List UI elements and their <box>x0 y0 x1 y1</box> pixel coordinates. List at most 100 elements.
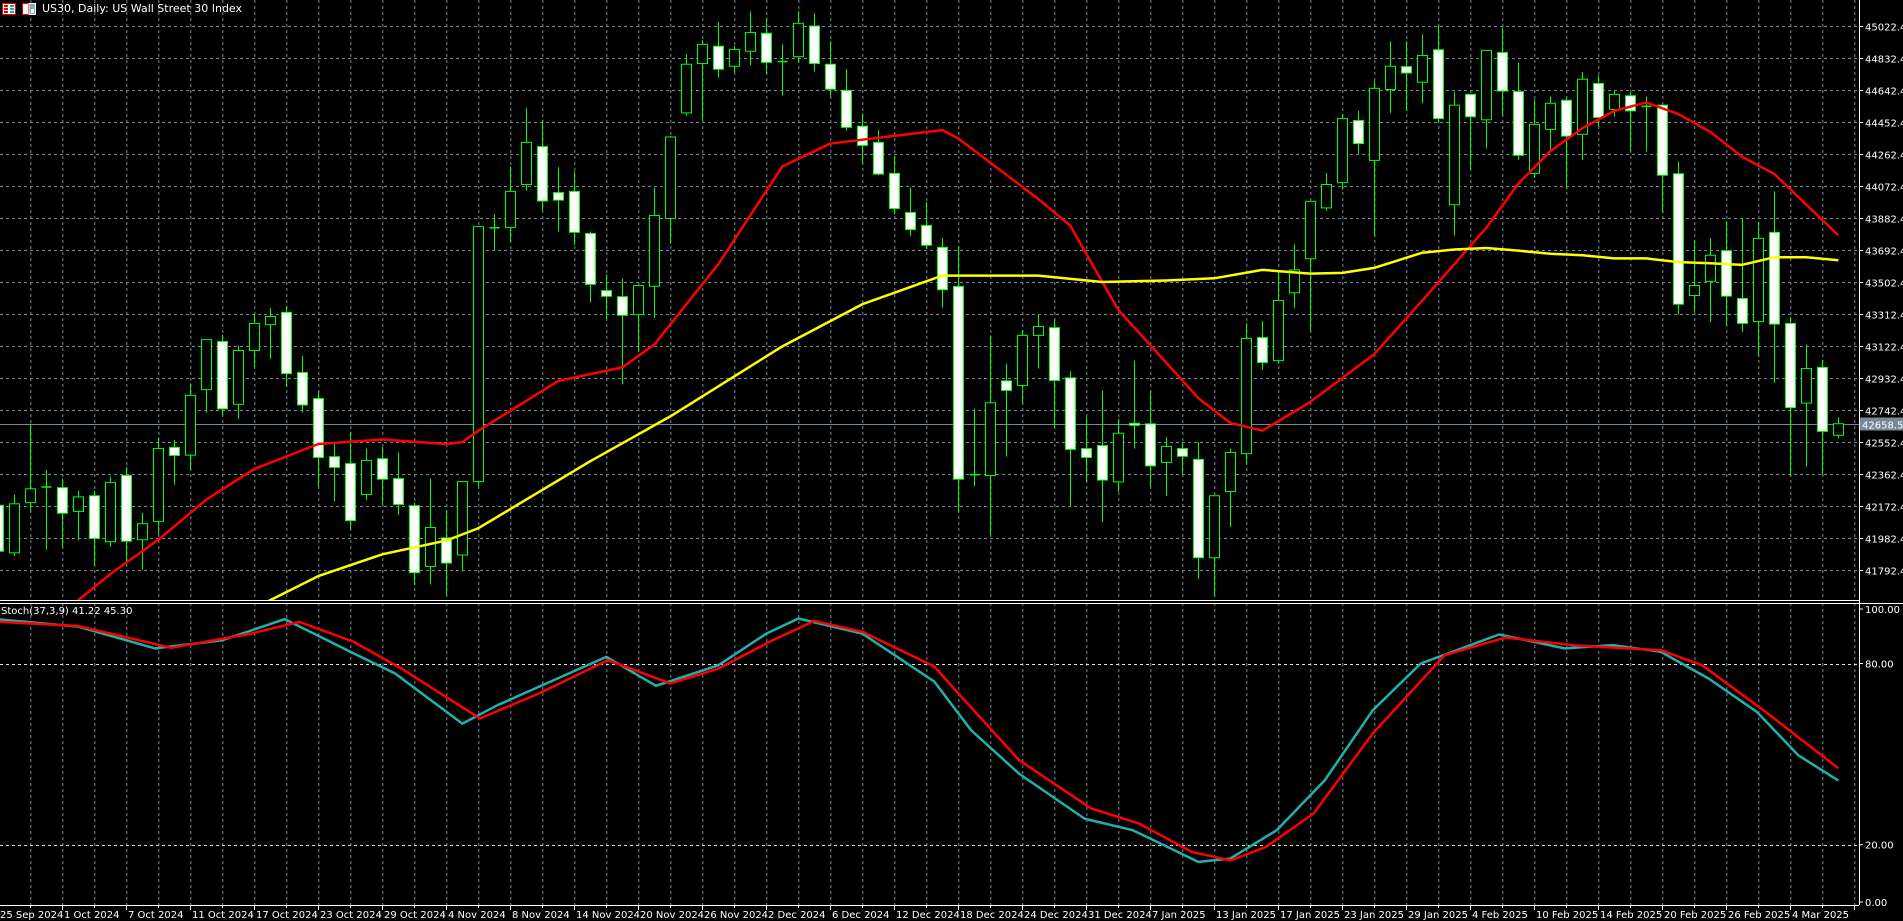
candle <box>1177 442 1188 475</box>
candle-body-bullish <box>729 48 740 67</box>
candle-body-bearish <box>121 474 132 542</box>
candle <box>41 470 52 550</box>
candle <box>473 226 484 487</box>
candle-body-bullish <box>793 22 804 58</box>
candle <box>1273 271 1284 364</box>
candle-body-bullish <box>1449 104 1460 206</box>
candle-body-bearish <box>953 285 964 480</box>
candle-body-bearish <box>1561 99 1572 137</box>
candle <box>233 345 244 419</box>
candle <box>1257 321 1268 370</box>
candle-body-bullish <box>1689 285 1700 296</box>
candle-body-bullish <box>265 316 276 326</box>
candle-body-bullish <box>1609 93 1620 110</box>
candle-body-bearish <box>1177 448 1188 457</box>
candle-body-bullish <box>1209 495 1220 559</box>
price-tick-label: 43502.4 <box>1865 279 1903 290</box>
candle <box>1337 114 1348 190</box>
candle <box>489 214 500 251</box>
candle <box>665 135 676 244</box>
candle <box>1065 371 1076 508</box>
candle-body-bearish <box>1593 82 1604 118</box>
candle <box>1305 200 1316 332</box>
stoch-tick-label: 0.00 <box>1865 898 1887 909</box>
candle-body-bearish <box>809 25 820 65</box>
candle <box>793 11 804 63</box>
candle-body-bearish <box>1433 49 1444 120</box>
candle <box>601 274 612 319</box>
candle <box>1097 390 1108 523</box>
candle-body-bullish <box>697 43 708 65</box>
stoch-tick-label: 20.00 <box>1865 841 1894 852</box>
candle-body-bullish <box>105 482 116 543</box>
candle <box>137 512 148 570</box>
candle-body-bearish <box>1625 95 1636 112</box>
candle <box>297 355 308 413</box>
candle <box>1049 319 1060 428</box>
date-label: 14 Nov 2024 <box>576 910 640 921</box>
candle <box>777 44 788 96</box>
candle <box>745 11 756 66</box>
candle-body-bearish <box>1257 337 1268 364</box>
candle <box>73 490 84 541</box>
candle-body-bearish <box>297 371 308 406</box>
candle <box>1449 91 1460 236</box>
candle-body-bearish <box>409 505 420 574</box>
candle-body-bullish <box>1017 334 1028 386</box>
candle <box>569 171 580 245</box>
candle <box>281 306 292 387</box>
candle <box>121 466 132 563</box>
candle-body-bearish <box>1065 377 1076 450</box>
candle-body-bearish <box>1401 66 1412 74</box>
candle <box>521 107 532 191</box>
candle-body-bullish <box>1337 118 1348 184</box>
candle-body-bearish <box>1817 366 1828 432</box>
candle-body-bullish <box>1225 451 1236 493</box>
candle-body-bearish <box>1081 448 1092 458</box>
chart-title: US30, Daily: US Wall Street 30 Index <box>42 2 243 15</box>
candle <box>1129 360 1140 449</box>
candle-body-bullish <box>201 339 212 391</box>
price-tick-label: 43692.4 <box>1865 247 1903 258</box>
candle <box>1321 173 1332 211</box>
candles <box>0 11 1844 596</box>
candle <box>153 437 164 534</box>
candle <box>1641 96 1652 152</box>
candle <box>889 156 900 215</box>
candle-body-bearish <box>313 398 324 458</box>
candle-body-bullish <box>1385 65 1396 90</box>
menu-icon[interactable] <box>2 2 16 15</box>
candle <box>1353 110 1364 154</box>
candle-body-bullish <box>1321 183 1332 209</box>
candle-body-bullish <box>665 136 676 220</box>
candle <box>953 246 964 512</box>
date-label: 1 Oct 2024 <box>64 910 119 921</box>
one-click-trading-icon[interactable] <box>22 2 36 15</box>
candle <box>1113 418 1124 492</box>
price-tick-label: 45022.4 <box>1865 23 1903 34</box>
candle-body-bullish <box>1161 445 1172 463</box>
candle-body-bullish <box>649 214 660 287</box>
candle <box>1801 344 1812 467</box>
date-label: 12 Dec 2024 <box>896 910 960 921</box>
candle <box>1289 244 1300 309</box>
candle-body-bearish <box>889 172 900 210</box>
candle <box>1817 359 1828 475</box>
candle <box>985 335 996 536</box>
candle <box>25 423 36 512</box>
candle-body-bearish <box>1353 119 1364 145</box>
candle <box>1385 41 1396 113</box>
candle <box>1785 316 1796 477</box>
candle <box>1609 91 1620 117</box>
candle-body-bearish <box>937 246 948 291</box>
candle <box>1193 442 1204 579</box>
current-price-label: 42658.5 <box>1862 421 1903 432</box>
price-tick-label: 41792.4 <box>1865 567 1903 578</box>
candle <box>329 444 340 502</box>
candle <box>1737 218 1748 332</box>
candle-body-bearish <box>761 32 772 63</box>
candle <box>825 41 836 97</box>
candle-body-bearish <box>841 89 852 128</box>
